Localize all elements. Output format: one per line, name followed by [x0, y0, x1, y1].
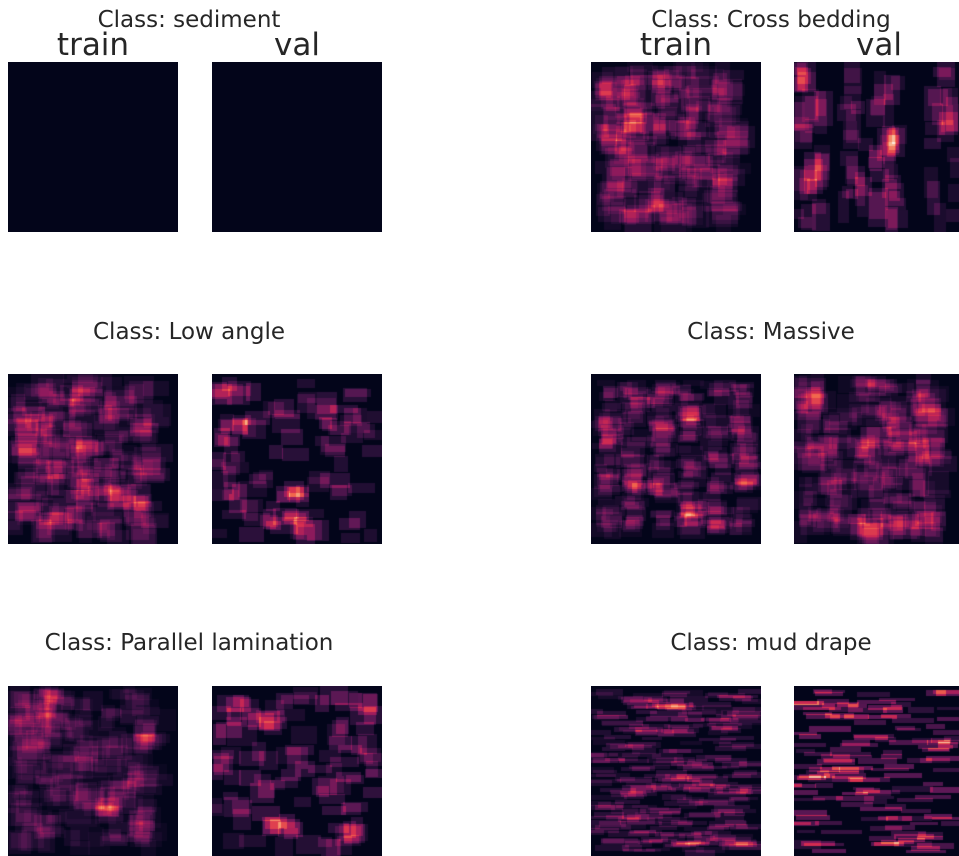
subplot-label-train: train	[56, 27, 130, 63]
heatmap-massive-val	[794, 374, 959, 544]
heatmap-cross-bedding-val	[794, 62, 959, 232]
panel-title-mud-drape: Class: mud drape	[670, 630, 872, 656]
heatmap-low-angle-train	[8, 374, 178, 544]
panel-title-massive: Class: Massive	[687, 319, 855, 345]
subplot-label-val: val	[274, 27, 320, 63]
heatmap-sediment-train	[8, 62, 178, 232]
heatmap-low-angle-val	[212, 374, 382, 544]
subplot-label-train: train	[639, 27, 713, 63]
heatmap-parallel-lamination-train	[8, 686, 178, 856]
panel-title-low-angle: Class: Low angle	[93, 319, 285, 345]
heatmap-mud-drape-val	[794, 686, 959, 856]
panel-title-cross-bedding: Class: Cross bedding	[651, 7, 891, 33]
heatmap-parallel-lamination-val	[212, 686, 382, 856]
subplot-label-val: val	[856, 27, 902, 63]
heatmap-cross-bedding-train	[591, 62, 761, 232]
panel-title-sediment: Class: sediment	[97, 7, 281, 33]
heatmap-mud-drape-train	[591, 686, 761, 856]
heatmap-massive-train	[591, 374, 761, 544]
heatmap-sediment-val	[212, 62, 382, 232]
panel-title-parallel-lamination: Class: Parallel lamination	[44, 630, 334, 656]
